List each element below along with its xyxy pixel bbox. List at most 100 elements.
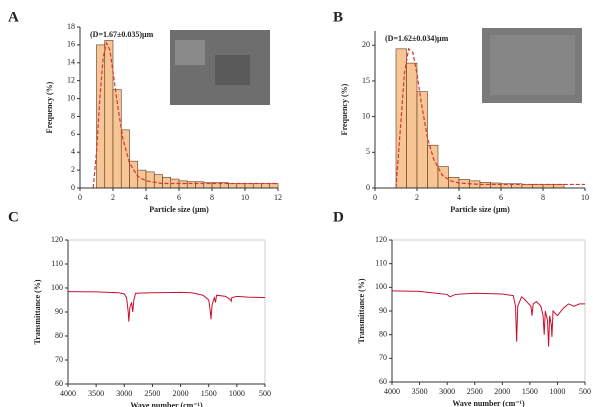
x-tick-label: 500 <box>579 387 591 396</box>
x-tick-label: 8 <box>541 193 545 202</box>
bar <box>153 174 163 189</box>
x-tick-label: 0 <box>78 193 82 202</box>
annotation: (D=1.67±0.035)μm <box>90 30 154 39</box>
y-tick-label: 10 <box>67 93 75 102</box>
bar <box>96 44 106 189</box>
bar <box>112 89 122 189</box>
y-tick-label: 10 <box>362 111 370 120</box>
spectrum-line <box>391 290 585 347</box>
y-tick-label: 70 <box>379 353 387 362</box>
bar <box>479 181 491 189</box>
sem-texture <box>215 55 250 85</box>
y-axis-label: Frequency (%) <box>340 83 349 135</box>
bar <box>406 62 418 189</box>
x-tick-label: 4 <box>144 193 148 202</box>
bar <box>178 180 188 189</box>
annotation: (D=1.62±0.034)μm <box>385 34 449 43</box>
x-tick-label: 4000 <box>60 389 76 398</box>
fit-curve <box>92 41 278 189</box>
panel-label: A <box>8 9 19 25</box>
x-tick-label: 1000 <box>549 387 565 396</box>
bar <box>236 183 246 189</box>
y-tick-label: 120 <box>375 235 387 244</box>
y-tick-label: 0 <box>71 183 75 192</box>
bar <box>490 182 502 189</box>
y-tick-label: 80 <box>55 331 63 340</box>
y-axis-label: Transmittance (%) <box>357 278 366 343</box>
y-tick-label: 0 <box>366 183 370 192</box>
x-tick-label: 4 <box>457 193 461 202</box>
y-tick-label: 60 <box>55 379 63 388</box>
y-tick-label: 20 <box>362 40 370 49</box>
y-tick-label: 120 <box>51 235 63 244</box>
y-axis-label: Transmittance (%) <box>33 279 42 344</box>
x-axis-label: Wave number (cm⁻¹) <box>452 399 525 407</box>
x-tick-label: 6 <box>177 193 181 202</box>
bar <box>104 40 114 189</box>
x-tick-label: 2000 <box>494 387 510 396</box>
x-axis-label: Particle size (μm) <box>149 205 209 214</box>
sem-texture <box>490 35 575 95</box>
x-tick-label: 1500 <box>201 389 217 398</box>
y-tick-label: 6 <box>71 129 75 138</box>
bar <box>261 183 271 189</box>
x-axis-label: Wave number (cm⁻¹) <box>130 401 203 407</box>
y-tick-label: 100 <box>375 282 387 291</box>
bar <box>145 171 155 189</box>
x-tick-label: 8 <box>210 193 214 202</box>
panel-label: D <box>333 209 344 225</box>
x-tick-label: 10 <box>241 193 249 202</box>
bar <box>244 183 254 189</box>
y-tick-label: 2 <box>71 165 75 174</box>
bar <box>162 176 172 189</box>
panel-label: C <box>8 209 19 225</box>
x-tick-label: 500 <box>259 389 271 398</box>
x-tick-label: 3000 <box>439 387 455 396</box>
bar <box>195 181 205 189</box>
x-tick-label: 2500 <box>144 389 160 398</box>
x-tick-label: 6 <box>499 193 503 202</box>
y-tick-label: 90 <box>55 307 63 316</box>
bar <box>252 183 262 189</box>
x-tick-label: 3500 <box>88 389 104 398</box>
y-tick-label: 18 <box>67 22 75 31</box>
y-axis-label: Frequency (%) <box>45 81 54 133</box>
y-tick-label: 12 <box>67 75 75 84</box>
x-tick-label: 2000 <box>173 389 189 398</box>
bar <box>427 144 439 189</box>
bar <box>228 183 238 189</box>
x-tick-label: 0 <box>373 193 377 202</box>
y-tick-label: 70 <box>55 355 63 364</box>
x-tick-label: 2500 <box>467 387 483 396</box>
spectrum-line <box>67 291 266 322</box>
x-tick-label: 1000 <box>229 389 245 398</box>
x-tick-label: 1500 <box>522 387 538 396</box>
x-tick-label: 3500 <box>412 387 428 396</box>
y-tick-label: 110 <box>51 259 63 268</box>
plot-frame <box>391 239 586 383</box>
x-tick-label: 4000 <box>384 387 400 396</box>
y-tick-label: 60 <box>379 377 387 386</box>
x-axis-label: Particle size (μm) <box>450 205 510 214</box>
bar <box>186 181 196 189</box>
x-tick-label: 2 <box>111 193 115 202</box>
y-tick-label: 4 <box>71 147 75 156</box>
y-tick-label: 100 <box>51 283 63 292</box>
y-tick-label: 5 <box>366 147 370 156</box>
y-tick-label: 110 <box>375 258 387 267</box>
y-tick-label: 80 <box>379 329 387 338</box>
y-tick-label: 15 <box>362 76 370 85</box>
x-tick-label: 12 <box>274 193 282 202</box>
bar <box>269 183 279 189</box>
x-tick-label: 2 <box>415 193 419 202</box>
y-tick-label: 8 <box>71 111 75 120</box>
x-tick-label: 3000 <box>116 389 132 398</box>
x-tick-label: 10 <box>581 193 589 202</box>
y-tick-label: 16 <box>67 40 75 49</box>
panel-label: B <box>333 9 343 25</box>
y-tick-label: 90 <box>379 306 387 315</box>
sem-texture <box>175 40 205 65</box>
plot-frame <box>67 239 266 385</box>
fit-curve <box>395 47 585 189</box>
